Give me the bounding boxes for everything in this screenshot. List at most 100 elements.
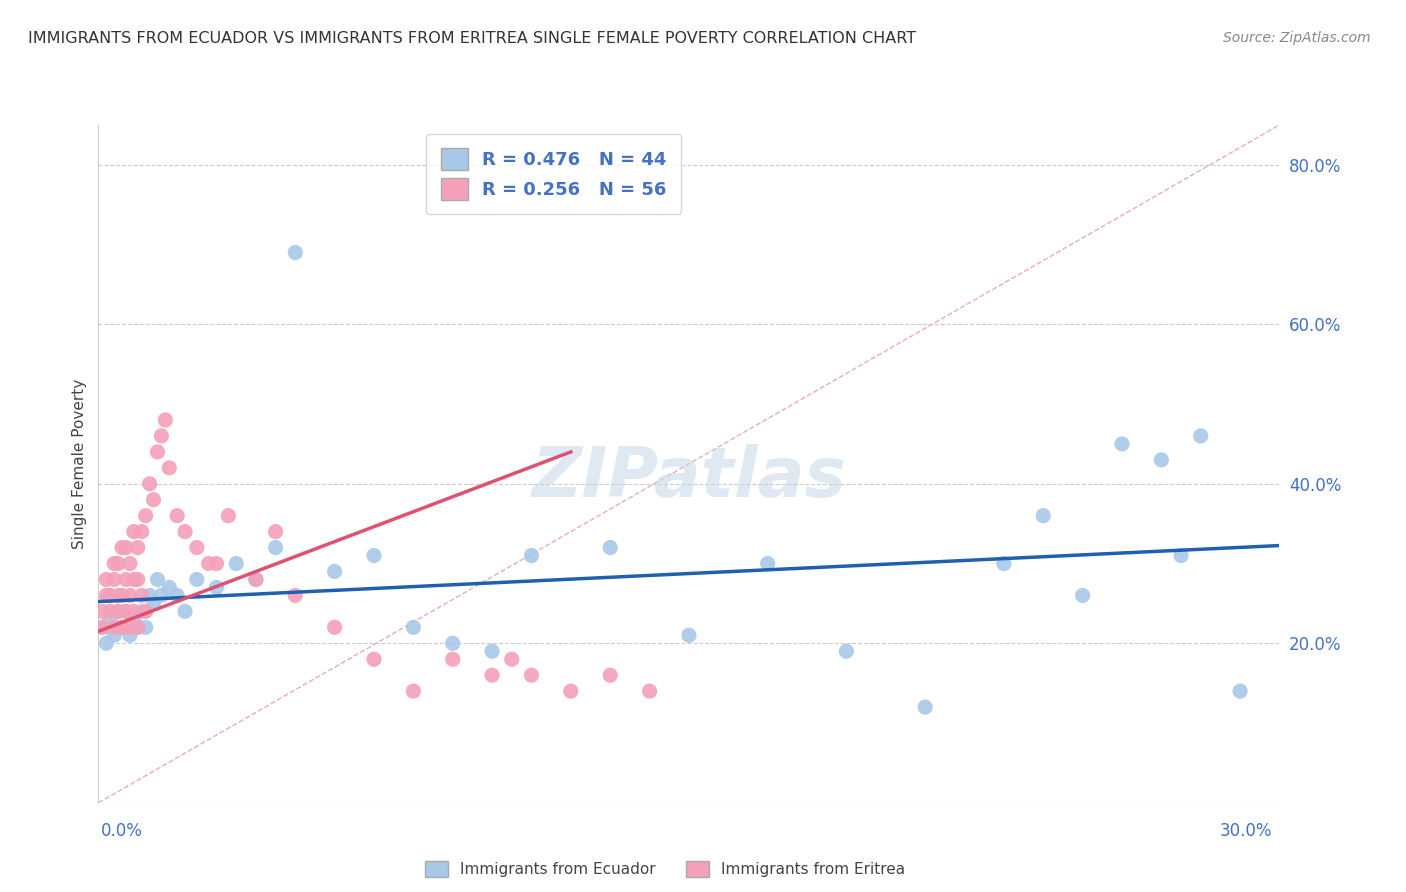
Point — [678, 628, 700, 642]
Point — [166, 589, 188, 603]
Point — [157, 581, 180, 595]
Point — [127, 620, 149, 634]
Point — [441, 636, 464, 650]
Point — [111, 589, 134, 603]
Text: ZIPatlas: ZIPatlas — [531, 444, 846, 511]
Point — [118, 628, 141, 642]
Point — [115, 604, 138, 618]
Point — [122, 604, 145, 618]
Point — [103, 628, 125, 642]
Point — [107, 604, 129, 618]
Point — [98, 604, 121, 618]
Point — [205, 557, 228, 571]
Point — [122, 573, 145, 587]
Point — [1032, 508, 1054, 523]
Point — [1071, 589, 1094, 603]
Point — [638, 684, 661, 698]
Point — [122, 612, 145, 626]
Point — [1111, 437, 1133, 451]
Point — [127, 620, 149, 634]
Point — [115, 604, 138, 618]
Point — [155, 413, 177, 427]
Point — [111, 620, 134, 634]
Point — [1229, 684, 1251, 698]
Point — [118, 589, 141, 603]
Point — [91, 604, 114, 618]
Point — [363, 549, 385, 563]
Point — [122, 524, 145, 539]
Point — [91, 620, 114, 634]
Text: Source: ZipAtlas.com: Source: ZipAtlas.com — [1223, 31, 1371, 45]
Point — [96, 589, 118, 603]
Point — [835, 644, 858, 658]
Point — [441, 652, 464, 666]
Point — [131, 604, 153, 618]
Point — [217, 508, 239, 523]
Point — [174, 524, 197, 539]
Point — [197, 557, 219, 571]
Point — [111, 620, 134, 634]
Point — [264, 541, 287, 555]
Point — [138, 476, 160, 491]
Point — [560, 684, 582, 698]
Point — [107, 604, 129, 618]
Point — [115, 541, 138, 555]
Point — [166, 508, 188, 523]
Point — [146, 445, 169, 459]
Point — [91, 620, 114, 634]
Point — [599, 541, 621, 555]
Point — [103, 573, 125, 587]
Point — [135, 620, 157, 634]
Point — [98, 612, 121, 626]
Point — [599, 668, 621, 682]
Point — [1150, 453, 1173, 467]
Point — [402, 620, 425, 634]
Point — [323, 565, 346, 579]
Point — [142, 492, 165, 507]
Y-axis label: Single Female Poverty: Single Female Poverty — [72, 379, 87, 549]
Point — [174, 604, 197, 618]
Point — [107, 589, 129, 603]
Point — [118, 557, 141, 571]
Point — [284, 245, 307, 260]
Point — [146, 573, 169, 587]
Point — [284, 589, 307, 603]
Point — [225, 557, 247, 571]
Text: 30.0%: 30.0% — [1220, 822, 1272, 839]
Point — [501, 652, 523, 666]
Point — [157, 460, 180, 475]
Point — [481, 668, 503, 682]
Point — [402, 684, 425, 698]
Point — [481, 644, 503, 658]
Point — [150, 429, 173, 443]
Point — [131, 589, 153, 603]
Point — [150, 589, 173, 603]
Point — [993, 557, 1015, 571]
Point — [142, 596, 165, 610]
Point — [245, 573, 267, 587]
Point — [1170, 549, 1192, 563]
Point — [118, 620, 141, 634]
Point — [914, 700, 936, 714]
Point — [756, 557, 779, 571]
Point — [98, 589, 121, 603]
Legend: R = 0.476   N = 44, R = 0.256   N = 56: R = 0.476 N = 44, R = 0.256 N = 56 — [426, 134, 681, 214]
Point — [363, 652, 385, 666]
Point — [138, 589, 160, 603]
Point — [520, 668, 543, 682]
Point — [127, 541, 149, 555]
Point — [186, 573, 208, 587]
Point — [107, 557, 129, 571]
Point — [131, 524, 153, 539]
Point — [323, 620, 346, 634]
Point — [1189, 429, 1212, 443]
Point — [111, 541, 134, 555]
Point — [264, 524, 287, 539]
Point — [103, 620, 125, 634]
Point — [245, 573, 267, 587]
Point — [115, 573, 138, 587]
Point — [186, 541, 208, 555]
Point — [520, 549, 543, 563]
Point — [135, 604, 157, 618]
Text: 0.0%: 0.0% — [101, 822, 143, 839]
